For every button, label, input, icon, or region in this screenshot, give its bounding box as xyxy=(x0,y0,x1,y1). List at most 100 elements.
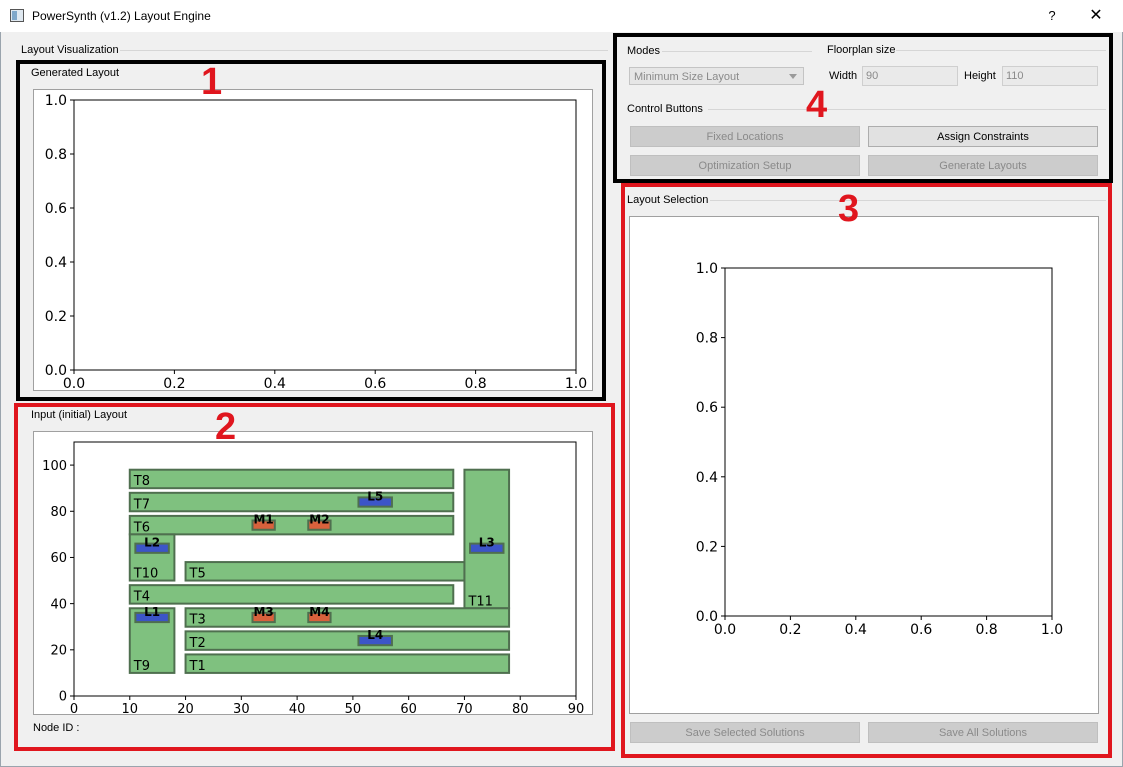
modes-title: Modes xyxy=(627,45,661,57)
generated-layout-title: Generated Layout xyxy=(31,67,120,79)
generated-layout-canvas[interactable]: 0.0 0.2 0.4 0.6 0.8 1.0 1.0 0.8 0.6 0.4 0.2 0.0 xyxy=(33,89,593,392)
lead-label: L4 xyxy=(367,628,383,642)
trace-t5[interactable] xyxy=(184,561,466,582)
trace-t7[interactable] xyxy=(128,491,455,513)
lead-label: L1 xyxy=(144,605,160,619)
selection-x-tick-label: 1.0 xyxy=(1041,622,1063,638)
mode-select-value: Minimum Size Layout xyxy=(634,71,740,83)
lead-label: L5 xyxy=(367,489,383,503)
input-layout-title: Input (initial) Layout xyxy=(31,409,127,421)
trace-t1[interactable] xyxy=(184,653,511,674)
selection-y-tick-label: 1.0 xyxy=(696,261,718,277)
layout-visualization-label: Layout Visualization xyxy=(21,44,119,56)
lead-l2[interactable] xyxy=(134,542,170,554)
generated-x-tick-label: 0.8 xyxy=(464,376,486,392)
input-y-tick-label: 0 xyxy=(59,690,67,705)
generate-layouts-button[interactable]: Generate Layouts xyxy=(868,155,1098,176)
app-icon xyxy=(10,9,24,22)
input-x-tick-label: 70 xyxy=(456,702,473,716)
generated-axes-frame xyxy=(73,99,577,371)
layout-selection-plot: 0.0 0.2 0.4 0.6 0.8 1.0 1.0 0.8 0.6 0.4 0.2 0.0 xyxy=(696,261,1063,638)
width-input[interactable]: 90 xyxy=(862,66,958,86)
device-m1[interactable] xyxy=(251,519,276,531)
generated-y-tick-label: 0.4 xyxy=(45,255,67,271)
input-layout-canvas[interactable]: 0 10 20 30 40 50 60 70 80 90 100 80 60 40 20 0 T8 T7 T6 T10… xyxy=(33,431,593,717)
save-selected-button[interactable]: Save Selected Solutions xyxy=(630,722,860,743)
input-x-tick-label: 60 xyxy=(400,702,417,716)
height-label: Height xyxy=(964,70,996,82)
close-button[interactable]: ✕ xyxy=(1089,7,1103,24)
selection-x-tick-label: 0.2 xyxy=(779,622,801,638)
device-m3[interactable] xyxy=(251,611,276,624)
input-x-tick-label: 90 xyxy=(568,702,585,716)
device-label: M4 xyxy=(309,605,329,619)
group-divider xyxy=(662,51,812,52)
trace-label: T10 xyxy=(133,567,158,582)
generated-y-tick-label: 0.2 xyxy=(45,309,67,325)
device-label: M2 xyxy=(309,513,329,527)
generated-x-tick-label: 0.0 xyxy=(63,376,85,392)
trace-t6[interactable] xyxy=(128,514,455,536)
input-x-tick-label: 0 xyxy=(70,702,78,716)
group-divider xyxy=(120,50,608,51)
annotation-number-4: 4 xyxy=(806,84,828,126)
selection-axes-frame xyxy=(724,267,1053,617)
selection-y-tick-label: 0.4 xyxy=(696,470,718,486)
assign-constraints-button[interactable]: Assign Constraints xyxy=(868,126,1098,147)
optimization-setup-button[interactable]: Optimization Setup xyxy=(630,155,860,176)
height-input[interactable]: 110 xyxy=(1002,66,1098,86)
title-bar: PowerSynth (v1.2) Layout Engine ? ✕ xyxy=(0,0,1123,32)
selection-y-tick-label: 0.0 xyxy=(696,609,718,625)
input-y-tick-label: 100 xyxy=(42,459,67,474)
selection-y-tick-label: 0.8 xyxy=(696,331,718,347)
lead-label: L3 xyxy=(479,536,495,550)
lead-l4[interactable] xyxy=(357,634,393,647)
selection-x-tick-label: 0.6 xyxy=(910,622,932,638)
trace-label: T8 xyxy=(133,474,150,489)
selection-x-tick-label: 0.0 xyxy=(714,622,736,638)
generated-x-tick-label: 0.4 xyxy=(264,376,286,392)
annotation-number-3: 3 xyxy=(838,188,860,230)
trace-t2[interactable] xyxy=(184,630,511,651)
help-button[interactable]: ? xyxy=(1048,8,1056,23)
trace-label: T11 xyxy=(467,594,492,609)
trace-label: T6 xyxy=(133,520,150,535)
device-m2[interactable] xyxy=(307,519,332,531)
generated-y-tick-label: 0.0 xyxy=(45,363,67,379)
group-divider xyxy=(896,50,1106,51)
device-label: M3 xyxy=(253,605,273,619)
annotation-number-1: 1 xyxy=(201,61,223,103)
generated-layout-plot: 0.0 0.2 0.4 0.6 0.8 1.0 1.0 0.8 0.6 0.4 0.2 0.0 xyxy=(45,93,587,392)
lead-l3[interactable] xyxy=(469,542,505,554)
input-y-tick-label: 60 xyxy=(50,551,67,566)
selection-y-tick-label: 0.6 xyxy=(696,400,718,416)
chevron-down-icon xyxy=(789,74,797,79)
fixed-locations-button[interactable]: Fixed Locations xyxy=(630,126,860,147)
annotation-number-2: 2 xyxy=(215,406,237,448)
trace-label: T7 xyxy=(133,497,150,512)
mode-select[interactable]: Minimum Size Layout xyxy=(629,67,804,85)
save-all-button[interactable]: Save All Solutions xyxy=(868,722,1098,743)
group-divider xyxy=(710,200,1106,201)
trace-t8[interactable] xyxy=(128,468,455,490)
trace-label: T5 xyxy=(189,567,206,582)
input-x-tick-label: 10 xyxy=(122,702,139,716)
selection-y-tick-label: 0.2 xyxy=(696,539,718,555)
input-x-tick-label: 50 xyxy=(345,702,362,716)
layout-selection-canvas[interactable]: 0.0 0.2 0.4 0.6 0.8 1.0 1.0 0.8 0.6 0.4 0.2 0.0 xyxy=(629,216,1099,714)
trace-t3[interactable] xyxy=(184,607,511,628)
generated-y-tick-label: 0.8 xyxy=(45,147,67,163)
trace-t10[interactable] xyxy=(128,533,176,582)
generated-y-tick-label: 1.0 xyxy=(45,93,67,109)
lead-l5[interactable] xyxy=(357,496,393,508)
trace-t4[interactable] xyxy=(128,584,455,605)
input-x-tick-label: 80 xyxy=(512,702,529,716)
input-y-tick-label: 20 xyxy=(50,643,67,658)
layout-selection-title: Layout Selection xyxy=(627,194,709,206)
node-id-label: Node ID : xyxy=(33,722,80,734)
lead-l1[interactable] xyxy=(134,611,170,624)
input-y-tick-label: 80 xyxy=(50,505,67,520)
device-m4[interactable] xyxy=(307,611,332,624)
floorplan-title: Floorplan size xyxy=(827,44,896,56)
trace-label: T3 xyxy=(189,613,206,628)
